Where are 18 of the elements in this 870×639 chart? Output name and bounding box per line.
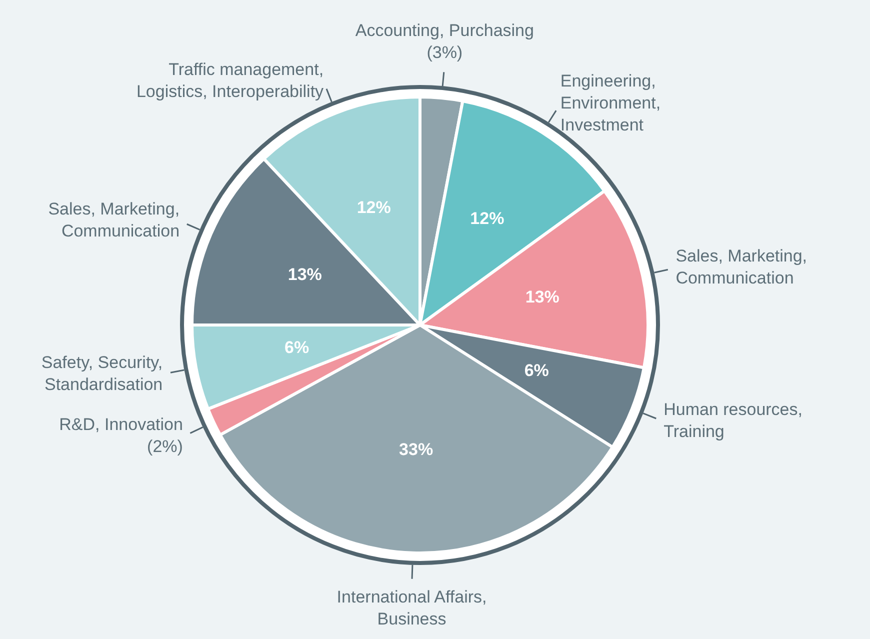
data-label: 13% xyxy=(288,264,322,284)
slice-label: Sales, Marketing, Communication xyxy=(676,246,808,288)
data-label: 13% xyxy=(525,287,560,306)
data-label: 12% xyxy=(356,198,391,218)
slice-label: Engineering, Environment, Investment xyxy=(560,71,661,134)
data-label: 6% xyxy=(284,338,310,358)
data-label: (2%) xyxy=(147,437,183,456)
data-label: (3%) xyxy=(426,42,463,62)
slice-label: Traffic management, Logistics, Interoperability xyxy=(136,60,324,102)
slice-label: International Affairs, Business xyxy=(336,588,487,629)
data-label: 6% xyxy=(524,360,549,380)
slice-label: Accounting, Purchasing xyxy=(355,20,534,40)
slice-label: Sales, Marketing, Communication xyxy=(48,200,180,241)
data-label: 33% xyxy=(399,440,434,460)
data-label: 12% xyxy=(470,208,504,228)
slice-label: Safety, Security, Standardisation xyxy=(41,352,163,394)
slice-label: R&D, Innovation xyxy=(59,415,183,434)
slice-label: Human resources, Training xyxy=(664,400,802,442)
